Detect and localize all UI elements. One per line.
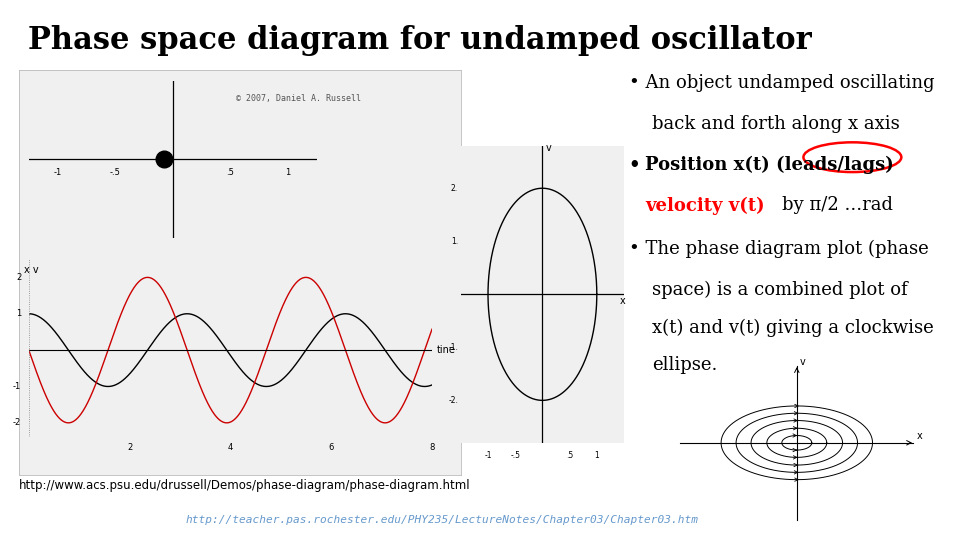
Text: -1: -1 — [484, 451, 492, 460]
Text: v: v — [800, 357, 805, 367]
Text: 1: 1 — [285, 168, 291, 177]
Text: Phase space diagram for undamped oscillator: Phase space diagram for undamped oscilla… — [29, 25, 812, 56]
Text: x(t) and v(t) giving a clockwise: x(t) and v(t) giving a clockwise — [652, 319, 933, 337]
Text: http://teacher.pas.rochester.edu/PHY235/LectureNotes/Chapter03/Chapter03.htm: http://teacher.pas.rochester.edu/PHY235/… — [185, 515, 698, 525]
Text: tine: tine — [437, 345, 456, 355]
Text: ellipse.: ellipse. — [652, 356, 717, 374]
Text: velocity v(t): velocity v(t) — [645, 197, 765, 214]
Text: back and forth along x axis: back and forth along x axis — [652, 115, 900, 133]
Text: 6: 6 — [328, 443, 334, 452]
Text: -2.: -2. — [448, 396, 458, 405]
Text: • The phase diagram plot (phase: • The phase diagram plot (phase — [629, 240, 928, 259]
Text: -1: -1 — [13, 382, 21, 391]
Text: 1: 1 — [594, 451, 599, 460]
Text: .5: .5 — [566, 451, 573, 460]
Text: • An object undamped oscillating: • An object undamped oscillating — [629, 74, 934, 92]
Text: •: • — [629, 156, 647, 174]
Text: -2: -2 — [13, 418, 21, 427]
Text: 2.: 2. — [451, 184, 458, 193]
Text: .5: .5 — [227, 168, 234, 177]
Text: x: x — [917, 431, 923, 441]
Text: Position x(t) (leads/lags): Position x(t) (leads/lags) — [645, 156, 894, 174]
Text: © 2007, Daniel A. Russell: © 2007, Daniel A. Russell — [236, 93, 361, 103]
Text: 2: 2 — [16, 273, 21, 282]
Text: x v: x v — [24, 265, 38, 275]
Text: -.5: -.5 — [109, 168, 121, 177]
Text: x: x — [619, 296, 625, 306]
Text: 4: 4 — [228, 443, 233, 452]
Text: -1: -1 — [54, 168, 61, 177]
Text: 1.: 1. — [451, 237, 458, 246]
Text: 2: 2 — [127, 443, 132, 452]
Text: 8: 8 — [429, 443, 435, 452]
Text: 1: 1 — [16, 309, 21, 318]
Text: by π/2 ...rad: by π/2 ...rad — [759, 197, 894, 214]
Text: -1.: -1. — [448, 343, 458, 352]
Text: space) is a combined plot of: space) is a combined plot of — [652, 281, 907, 299]
Text: 4: 4 — [911, 512, 923, 527]
Text: -.5: -.5 — [510, 451, 520, 460]
Text: http://www.acs.psu.edu/drussell/Demos/phase-diagram/phase-diagram.html: http://www.acs.psu.edu/drussell/Demos/ph… — [19, 480, 470, 492]
Text: v: v — [545, 143, 551, 153]
